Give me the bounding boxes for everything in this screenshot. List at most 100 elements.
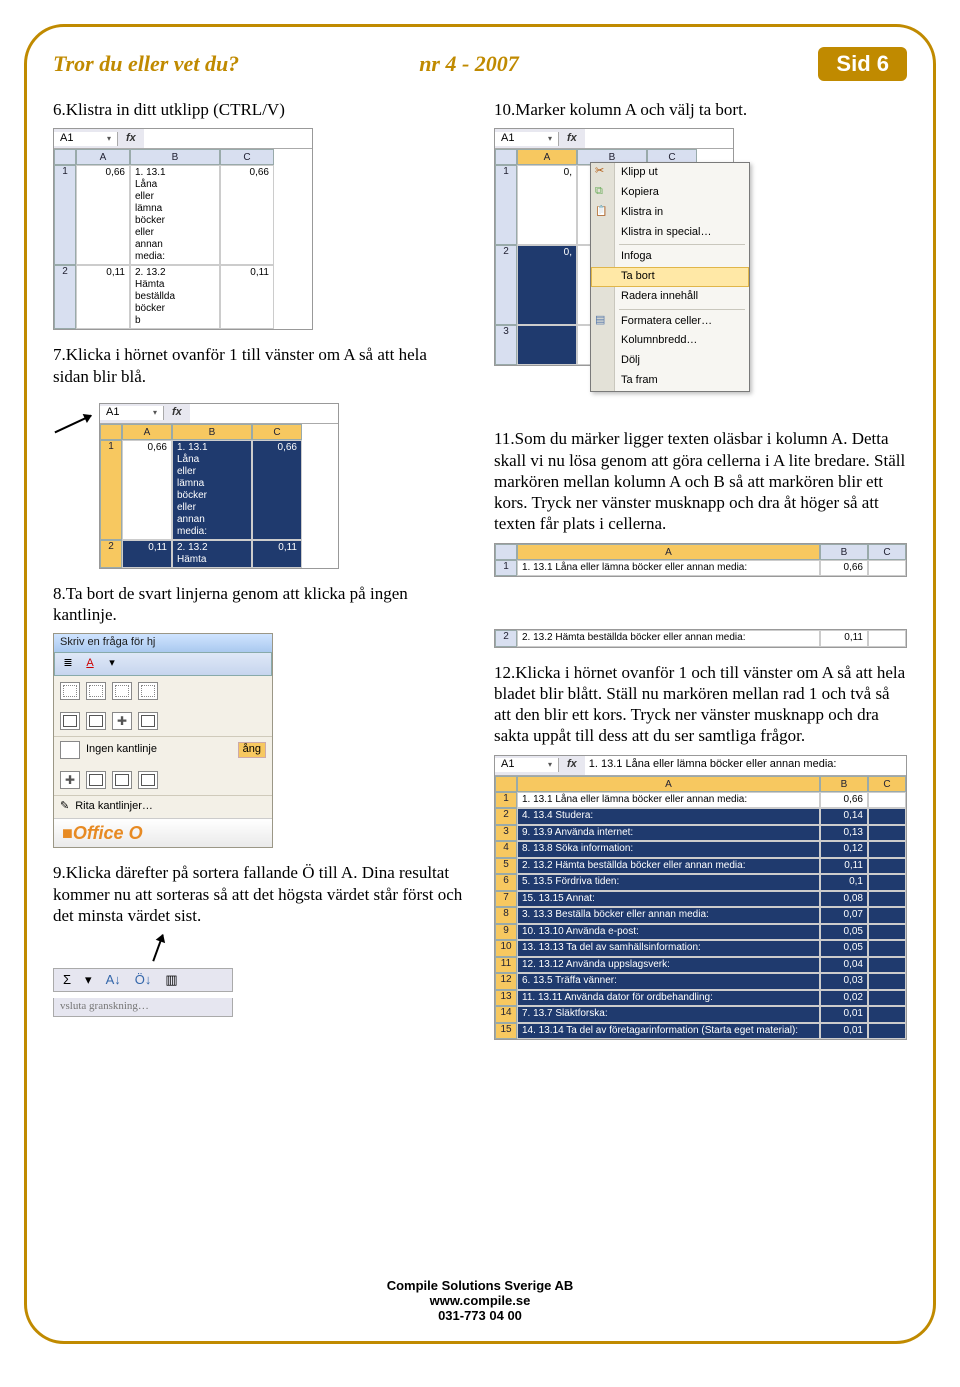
border-swatch[interactable] xyxy=(60,682,80,700)
cell[interactable]: 0,14 xyxy=(820,808,868,825)
cell[interactable]: 0,66 xyxy=(820,560,868,577)
cell[interactable]: 3. 13.3 Beställa böcker eller annan medi… xyxy=(517,907,820,924)
cell[interactable]: 0,66 xyxy=(76,165,130,265)
context-menu-item[interactable]: Dölj xyxy=(591,351,749,371)
row-header[interactable]: 1 xyxy=(495,165,517,245)
col-header-a[interactable]: A xyxy=(517,776,820,792)
cell[interactable]: 13. 13.13 Ta del av samhällsinformation: xyxy=(517,940,820,957)
cell[interactable]: 12. 13.12 Använda uppslagsverk: xyxy=(517,957,820,974)
border-swatch[interactable] xyxy=(138,771,158,789)
context-menu-item[interactable]: Kolumnbredd… xyxy=(591,331,749,351)
row-header[interactable]: 13 xyxy=(495,990,517,1007)
col-header-c[interactable]: C xyxy=(868,544,906,560)
cell[interactable]: 5. 13.5 Fördriva tiden: xyxy=(517,874,820,891)
autosum-icon[interactable]: Σ xyxy=(60,972,74,988)
sort-asc-button[interactable]: A↓ xyxy=(103,972,124,988)
cell[interactable] xyxy=(868,924,906,941)
corner-select-all[interactable] xyxy=(495,149,517,165)
cell[interactable] xyxy=(517,325,577,365)
context-menu-item[interactable]: Formatera celler… xyxy=(591,312,749,332)
cell[interactable] xyxy=(868,792,906,809)
cell[interactable]: 0,13 xyxy=(820,825,868,842)
cell[interactable]: 0,01 xyxy=(820,1006,868,1023)
cell[interactable]: 8. 13.8 Söka information: xyxy=(517,841,820,858)
cell[interactable] xyxy=(868,874,906,891)
col-header-b[interactable]: B xyxy=(130,149,220,165)
col-header-a[interactable]: A xyxy=(76,149,130,165)
cell[interactable]: 10. 13.10 Använda e-post: xyxy=(517,924,820,941)
cell[interactable]: 4. 13.4 Studera: xyxy=(517,808,820,825)
no-border-item[interactable]: Ingen kantlinje ång xyxy=(54,736,272,765)
cell[interactable] xyxy=(868,560,906,577)
chart-icon[interactable]: ▥ xyxy=(162,972,180,988)
cell[interactable]: 0,11 xyxy=(220,265,274,329)
cell[interactable]: 0, xyxy=(517,165,577,245)
cell[interactable] xyxy=(868,940,906,957)
name-box[interactable]: A1 ▾ xyxy=(100,406,164,420)
cell[interactable] xyxy=(868,825,906,842)
row-header[interactable]: 1 xyxy=(495,560,517,577)
col-header-c[interactable]: C xyxy=(868,776,906,792)
cell[interactable]: 0,07 xyxy=(820,907,868,924)
border-swatch[interactable] xyxy=(86,712,106,730)
cell[interactable] xyxy=(868,907,906,924)
row-header[interactable]: 2 xyxy=(54,265,76,329)
cell[interactable]: 0,66 xyxy=(122,440,172,540)
col-header-c[interactable]: C xyxy=(220,149,274,165)
row-header[interactable]: 10 xyxy=(495,940,517,957)
cell[interactable]: 1. 13.1 Låna eller lämna böcker eller an… xyxy=(517,792,820,809)
border-swatch[interactable] xyxy=(138,712,158,730)
cell[interactable]: 1. 13.1 Låna eller lämna böcker eller an… xyxy=(130,165,220,265)
context-menu-item[interactable]: Klistra in special… xyxy=(591,223,749,243)
draw-borders-item[interactable]: ✎ Rita kantlinjer… xyxy=(54,795,272,818)
row-header[interactable]: 8 xyxy=(495,907,517,924)
cell[interactable] xyxy=(868,891,906,908)
corner-select-all[interactable] xyxy=(54,149,76,165)
cell[interactable]: 1. 13.1 Låna eller lämna böcker eller an… xyxy=(517,560,820,577)
cell[interactable] xyxy=(868,1006,906,1023)
cell[interactable]: 0,11 xyxy=(820,630,868,647)
row-header[interactable]: 1 xyxy=(100,440,122,540)
cell[interactable]: 0,03 xyxy=(820,973,868,990)
cell[interactable]: 0,66 xyxy=(252,440,302,540)
cell[interactable]: 9. 13.9 Använda internet: xyxy=(517,825,820,842)
context-menu-item[interactable]: Radera innehåll xyxy=(591,287,749,307)
row-header[interactable]: 5 xyxy=(495,858,517,875)
context-menu-item[interactable]: Kopiera xyxy=(591,183,749,203)
col-header-c[interactable]: C xyxy=(252,424,302,440)
col-header-b[interactable]: B xyxy=(820,776,868,792)
cell[interactable]: 0,12 xyxy=(820,841,868,858)
row-header[interactable]: 1 xyxy=(54,165,76,265)
corner-select-all[interactable] xyxy=(495,544,517,560)
row-header[interactable]: 2 xyxy=(495,630,517,647)
formula-bar[interactable] xyxy=(190,404,338,423)
cell[interactable]: 2. 13.2 Hämta xyxy=(172,540,252,568)
border-swatch[interactable] xyxy=(112,712,132,730)
border-swatch[interactable] xyxy=(112,771,132,789)
dropdown-icon[interactable]: ▾ xyxy=(153,408,157,418)
cell[interactable]: 0,11 xyxy=(76,265,130,329)
col-header-a[interactable]: A xyxy=(517,544,820,560)
formula-bar[interactable] xyxy=(585,129,733,148)
border-swatch[interactable] xyxy=(112,682,132,700)
cell[interactable]: 0,04 xyxy=(820,957,868,974)
cell[interactable]: 0,11 xyxy=(820,858,868,875)
cell[interactable]: 0,66 xyxy=(220,165,274,265)
row-header[interactable]: 11 xyxy=(495,957,517,974)
name-box[interactable]: A1 ▾ xyxy=(54,132,118,146)
row-header[interactable]: 12 xyxy=(495,973,517,990)
cell[interactable]: 2. 13.2 Hämta beställda böcker b xyxy=(130,265,220,329)
underline-icon[interactable]: A xyxy=(81,655,99,673)
border-swatch[interactable] xyxy=(86,771,106,789)
cell[interactable]: 6. 13.5 Träffa vänner: xyxy=(517,973,820,990)
border-swatch[interactable] xyxy=(138,682,158,700)
cell[interactable]: 0,1 xyxy=(820,874,868,891)
name-box[interactable]: A1 ▾ xyxy=(495,758,559,772)
dropdown-icon[interactable]: ▾ xyxy=(103,655,121,673)
cell[interactable]: 0,08 xyxy=(820,891,868,908)
dropdown-icon[interactable]: ▾ xyxy=(82,972,95,988)
cell[interactable]: 1. 13.1 Låna eller lämna böcker eller an… xyxy=(172,440,252,540)
dropdown-icon[interactable]: ▾ xyxy=(548,134,552,144)
sort-desc-button[interactable]: Ö↓ xyxy=(132,972,155,988)
col-header-a[interactable]: A xyxy=(122,424,172,440)
